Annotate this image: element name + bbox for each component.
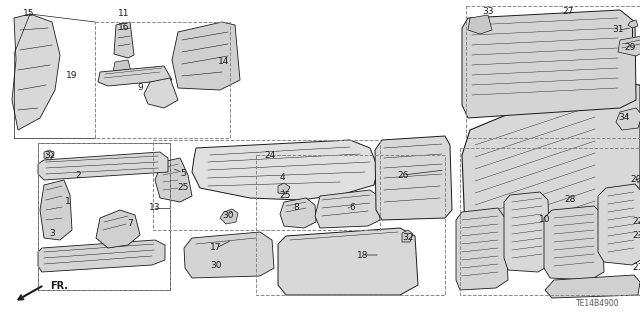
Text: 11: 11 — [118, 10, 130, 19]
Polygon shape — [402, 230, 413, 242]
Text: 34: 34 — [618, 114, 630, 122]
Text: 7: 7 — [127, 219, 133, 228]
Bar — [153, 140, 380, 230]
Text: 32: 32 — [403, 233, 413, 241]
Polygon shape — [598, 184, 640, 265]
Polygon shape — [280, 198, 316, 228]
Text: 33: 33 — [483, 8, 493, 17]
Polygon shape — [220, 209, 238, 224]
Polygon shape — [40, 180, 72, 240]
Polygon shape — [44, 150, 54, 160]
Text: FR.: FR. — [50, 281, 68, 291]
Text: 2: 2 — [75, 170, 81, 180]
Polygon shape — [468, 15, 492, 34]
Polygon shape — [545, 275, 640, 298]
Text: 9: 9 — [137, 84, 143, 93]
Polygon shape — [12, 14, 60, 130]
Polygon shape — [38, 152, 168, 180]
Text: 4: 4 — [279, 174, 285, 182]
Text: 18: 18 — [357, 250, 369, 259]
Polygon shape — [278, 183, 290, 194]
Text: 8: 8 — [293, 204, 299, 212]
Polygon shape — [155, 158, 192, 202]
Text: 32: 32 — [44, 151, 56, 160]
Text: 15: 15 — [23, 10, 35, 19]
Polygon shape — [113, 60, 132, 78]
Bar — [466, 6, 640, 138]
Text: 1: 1 — [65, 197, 71, 206]
Text: 13: 13 — [149, 204, 161, 212]
Polygon shape — [462, 10, 636, 118]
Text: TE14B4900: TE14B4900 — [577, 299, 620, 308]
Text: 30: 30 — [222, 211, 234, 219]
Polygon shape — [616, 108, 640, 130]
Text: 21: 21 — [632, 263, 640, 272]
Text: 16: 16 — [118, 24, 130, 33]
Text: 30: 30 — [211, 262, 221, 271]
Text: 10: 10 — [540, 216, 551, 225]
Text: 25: 25 — [279, 190, 291, 199]
Polygon shape — [192, 140, 378, 200]
Polygon shape — [98, 66, 172, 86]
Text: 29: 29 — [624, 43, 636, 53]
Polygon shape — [172, 22, 240, 90]
Polygon shape — [618, 36, 640, 56]
Polygon shape — [144, 78, 178, 108]
Polygon shape — [462, 80, 640, 250]
Polygon shape — [278, 228, 418, 295]
Text: 25: 25 — [177, 183, 189, 192]
Polygon shape — [504, 192, 550, 272]
Polygon shape — [456, 208, 508, 290]
Text: 14: 14 — [218, 57, 230, 66]
Text: 31: 31 — [612, 26, 624, 34]
Polygon shape — [114, 22, 134, 58]
Text: 22: 22 — [632, 218, 640, 226]
Bar — [256, 155, 445, 295]
Polygon shape — [38, 240, 165, 272]
Bar — [460, 148, 640, 295]
Text: 17: 17 — [211, 243, 221, 253]
Polygon shape — [375, 136, 452, 220]
Text: 3: 3 — [49, 229, 55, 239]
Text: 23: 23 — [632, 231, 640, 240]
Polygon shape — [315, 190, 380, 228]
Text: 28: 28 — [564, 196, 576, 204]
Bar — [95, 22, 230, 138]
Text: 6: 6 — [349, 203, 355, 211]
Text: 19: 19 — [67, 71, 77, 80]
Polygon shape — [628, 20, 638, 28]
Polygon shape — [544, 206, 604, 280]
Polygon shape — [96, 210, 140, 248]
Polygon shape — [184, 232, 274, 278]
Text: 27: 27 — [563, 8, 573, 17]
Text: 26: 26 — [397, 170, 409, 180]
Text: 5: 5 — [180, 168, 186, 177]
Bar — [38, 143, 170, 290]
Text: 24: 24 — [264, 151, 276, 160]
Text: 20: 20 — [630, 175, 640, 184]
